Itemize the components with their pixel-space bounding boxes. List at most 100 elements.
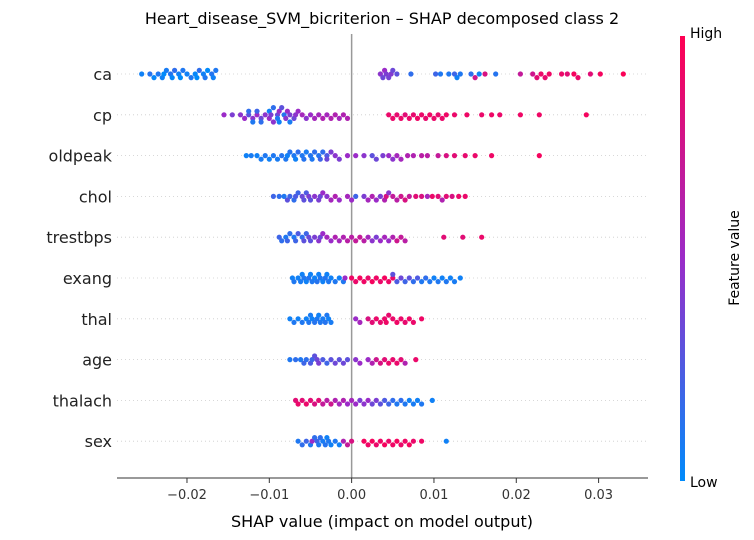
shap-point xyxy=(340,397,346,403)
shap-point xyxy=(377,193,383,199)
shap-point xyxy=(301,238,307,244)
shap-point xyxy=(155,71,161,77)
shap-point xyxy=(287,112,293,118)
shap-point xyxy=(180,67,186,73)
shap-point xyxy=(336,238,342,244)
shap-point xyxy=(382,442,388,448)
series-thalach xyxy=(293,397,435,407)
shap-point xyxy=(377,319,383,325)
shap-point xyxy=(439,115,445,121)
shap-point xyxy=(414,275,421,281)
shap-point xyxy=(472,75,478,81)
shap-point xyxy=(349,234,355,240)
shap-point xyxy=(429,397,435,403)
shap-point xyxy=(394,153,400,159)
shap-point xyxy=(169,75,175,81)
shap-point xyxy=(530,71,536,77)
shap-point xyxy=(408,71,414,77)
shap-point xyxy=(365,197,371,203)
shap-point xyxy=(246,108,252,114)
shap-point xyxy=(398,316,404,322)
shap-point xyxy=(151,75,157,81)
shap-point xyxy=(361,193,367,199)
shap-point xyxy=(276,119,282,125)
shap-point xyxy=(398,357,404,363)
shap-point xyxy=(536,112,542,118)
shap-point xyxy=(406,442,412,448)
shap-point xyxy=(328,442,334,448)
shap-point xyxy=(443,279,449,285)
shap-point xyxy=(380,153,386,159)
shap-point xyxy=(336,275,342,281)
shap-point xyxy=(332,234,338,240)
shap-point xyxy=(398,193,404,199)
shap-point xyxy=(443,438,449,444)
shap-point xyxy=(328,149,334,155)
shap-point xyxy=(382,357,388,363)
shap-point xyxy=(270,193,276,199)
shap-point xyxy=(314,279,320,285)
shap-point xyxy=(405,153,411,159)
shap-point xyxy=(298,279,304,285)
shap-point xyxy=(373,316,379,322)
shap-point xyxy=(332,360,338,366)
shap-point xyxy=(332,153,338,159)
x-tick-label: 0.00 xyxy=(337,488,366,503)
shap-point xyxy=(254,153,260,159)
shap-point xyxy=(390,397,396,403)
shap-point xyxy=(293,357,299,363)
shap-point xyxy=(332,193,338,199)
shap-point xyxy=(349,275,355,281)
shap-point xyxy=(431,275,437,281)
shap-point xyxy=(365,234,371,240)
shap-point xyxy=(344,357,351,363)
shap-point xyxy=(202,75,208,81)
shap-point xyxy=(369,319,375,325)
shap-point xyxy=(419,193,425,199)
shap-point xyxy=(353,193,359,199)
shap-point xyxy=(419,279,425,285)
shap-point xyxy=(546,71,552,77)
shap-point xyxy=(394,401,400,407)
shap-point xyxy=(454,75,460,81)
shap-point xyxy=(303,438,309,444)
shap-point xyxy=(383,319,389,325)
shap-point xyxy=(419,401,425,407)
shap-point xyxy=(322,442,328,448)
series-exang xyxy=(289,271,463,285)
shap-point xyxy=(564,71,570,77)
shap-point xyxy=(303,149,309,155)
points-layer xyxy=(139,67,626,448)
shap-point xyxy=(312,234,318,240)
shap-point xyxy=(472,153,478,159)
shap-point xyxy=(406,115,412,121)
shap-point xyxy=(328,275,334,281)
shap-point xyxy=(534,75,540,81)
shap-point xyxy=(451,153,458,159)
shap-point xyxy=(349,197,355,203)
shap-point xyxy=(293,238,299,244)
shap-point xyxy=(340,360,346,366)
shap-point xyxy=(312,115,318,121)
shap-point xyxy=(536,153,542,159)
shap-point xyxy=(571,71,577,77)
series-cp xyxy=(221,105,589,125)
shap-point xyxy=(320,231,326,237)
shap-point xyxy=(373,357,379,363)
shap-point xyxy=(287,231,293,237)
shap-point xyxy=(413,357,419,363)
shap-point xyxy=(398,115,404,121)
shap-point xyxy=(489,112,495,118)
feature-labels: ca cp oldpeak chol trestbps exang thal age thala… xyxy=(46,65,112,451)
shap-point xyxy=(419,112,425,118)
shap-point xyxy=(377,238,383,244)
shap-point xyxy=(295,401,301,407)
series-ca xyxy=(139,67,626,81)
shap-point xyxy=(279,105,285,111)
shap-point xyxy=(386,190,392,196)
shap-point xyxy=(413,193,419,199)
shap-point xyxy=(369,360,375,366)
shap-point xyxy=(435,279,441,285)
